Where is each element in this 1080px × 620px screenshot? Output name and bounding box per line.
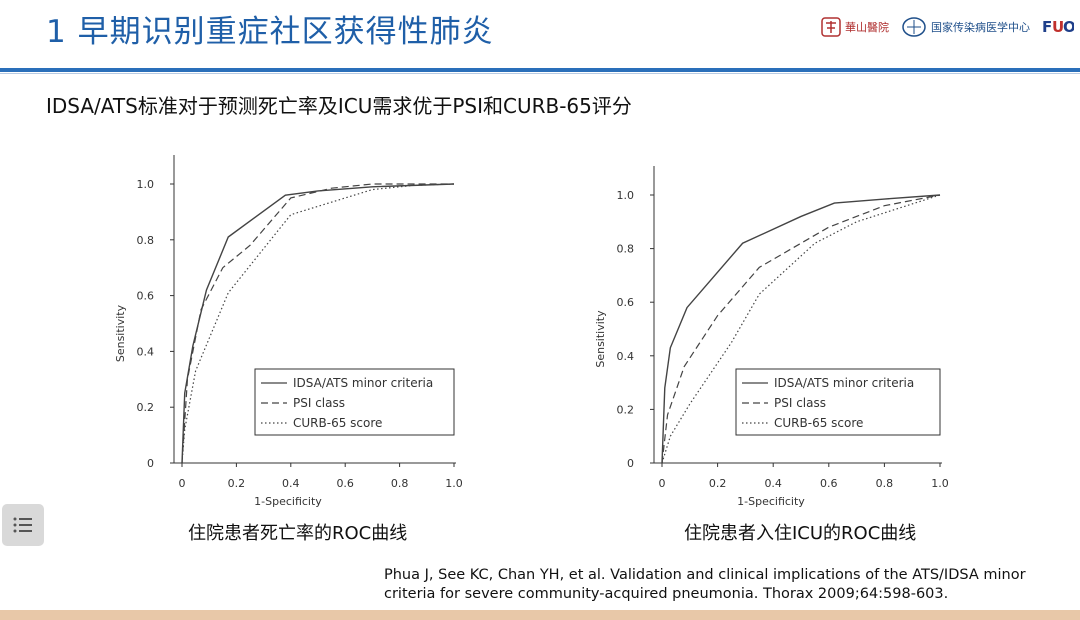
x-axis-label: 1-Specificity bbox=[254, 495, 322, 508]
center-logo-text: 国家传染病医学中心 bbox=[931, 21, 1030, 34]
y-axis-label: Sensitivity bbox=[594, 310, 607, 368]
series-line-dashed bbox=[181, 183, 454, 464]
y-axis-label: Sensitivity bbox=[114, 304, 127, 362]
hospital-logo-text: 華山醫院 bbox=[845, 21, 889, 34]
hospital-emblem-icon bbox=[821, 17, 841, 37]
legend: IDSA/ATS minor criteria PSI class CURB-65 … bbox=[735, 368, 941, 436]
menu-list-icon bbox=[13, 517, 32, 533]
x-axis-label: 1-Specificity bbox=[737, 495, 805, 508]
slide-subtitle: IDSA/ATS标准对于预测死亡率及ICU需求优于PSI和CURB-65评分 bbox=[46, 94, 632, 118]
fuo-logo-icon: F U O bbox=[1042, 18, 1074, 36]
series-line-dotted bbox=[661, 194, 941, 464]
legend-box bbox=[254, 368, 455, 436]
series-line-solid bbox=[181, 183, 455, 464]
legend-label: CURB-65 score bbox=[293, 416, 382, 430]
y-tick-label: 0.6 bbox=[617, 296, 635, 309]
x-tick-label: 0.6 bbox=[820, 477, 838, 490]
svg-text:O: O bbox=[1063, 18, 1074, 36]
header-divider bbox=[0, 68, 1080, 72]
header-divider-thin bbox=[0, 73, 1080, 74]
legend-label: PSI class bbox=[774, 396, 826, 410]
header-logos: 華山醫院 国家传染病医学中心 F U O bbox=[821, 14, 1074, 40]
y-tick-label: 0.4 bbox=[617, 350, 635, 363]
legend-label: IDSA/ATS minor criteria bbox=[293, 376, 433, 390]
page-title: 1 早期识别重症社区获得性肺炎 bbox=[46, 14, 494, 50]
national-center-logo: 国家传染病医学中心 bbox=[901, 16, 1030, 38]
legend-label: IDSA/ATS minor criteria bbox=[774, 376, 914, 390]
x-tick-label: 0.2 bbox=[709, 477, 727, 490]
x-tick-label: 0 bbox=[179, 477, 186, 490]
citation-text: Phua J, See KC, Chan YH, et al. Validati… bbox=[384, 567, 1026, 602]
huashan-hospital-logo: 華山醫院 bbox=[821, 17, 889, 37]
bottom-strip bbox=[0, 610, 1080, 620]
svg-text:U: U bbox=[1052, 18, 1064, 36]
chart2-caption: 住院患者入住ICU的ROC曲线 bbox=[684, 523, 917, 544]
y-tick-label: 0.6 bbox=[137, 290, 155, 303]
menu-button[interactable] bbox=[2, 504, 44, 546]
x-tick-label: 0.6 bbox=[336, 477, 354, 490]
legend: IDSA/ATS minor criteria PSI class CURB-65 … bbox=[254, 368, 455, 436]
y-tick-label: 0 bbox=[147, 457, 154, 470]
series-line-dotted bbox=[181, 183, 455, 464]
series-line-dashed bbox=[661, 194, 941, 464]
y-tick-label: 0.8 bbox=[617, 243, 635, 256]
center-emblem-icon bbox=[902, 17, 926, 37]
fuo-logo: F U O bbox=[1042, 14, 1074, 40]
y-tick-label: 0.2 bbox=[617, 403, 635, 416]
legend-label: PSI class bbox=[293, 396, 345, 410]
x-tick-label: 0.2 bbox=[228, 477, 246, 490]
y-tick-label: 1.0 bbox=[137, 178, 155, 191]
chart1-caption: 住院患者死亡率的ROC曲线 bbox=[188, 523, 408, 544]
chart-2: 0 0.2 0.4 0.6 0.8 1.0 0 0.2 0.4 0.6 0.8 1.0 1-Specif… bbox=[594, 166, 949, 508]
x-tick-label: 0.4 bbox=[282, 477, 300, 490]
y-tick-label: 1.0 bbox=[617, 189, 635, 202]
y-tick-label: 0 bbox=[627, 457, 634, 470]
x-tick-label: 1.0 bbox=[445, 477, 463, 490]
x-tick-label: 0.8 bbox=[391, 477, 409, 490]
x-tick-label: 0 bbox=[659, 477, 666, 490]
x-tick-label: 1.0 bbox=[931, 477, 949, 490]
y-tick-label: 0.8 bbox=[137, 234, 155, 247]
series-line-solid bbox=[661, 194, 941, 464]
legend-box bbox=[735, 368, 941, 436]
x-tick-label: 0.4 bbox=[764, 477, 782, 490]
y-tick-label: 0.2 bbox=[137, 401, 155, 414]
y-tick-label: 0.4 bbox=[137, 345, 155, 358]
svg-text:F: F bbox=[1042, 18, 1052, 36]
chart-1: 0 0.2 0.4 0.6 0.8 1.0 0 0.2 0.4 0.6 0.8 1.0 1-Specif… bbox=[114, 155, 463, 508]
legend-label: CURB-65 score bbox=[774, 416, 863, 430]
x-tick-label: 0.8 bbox=[876, 477, 894, 490]
